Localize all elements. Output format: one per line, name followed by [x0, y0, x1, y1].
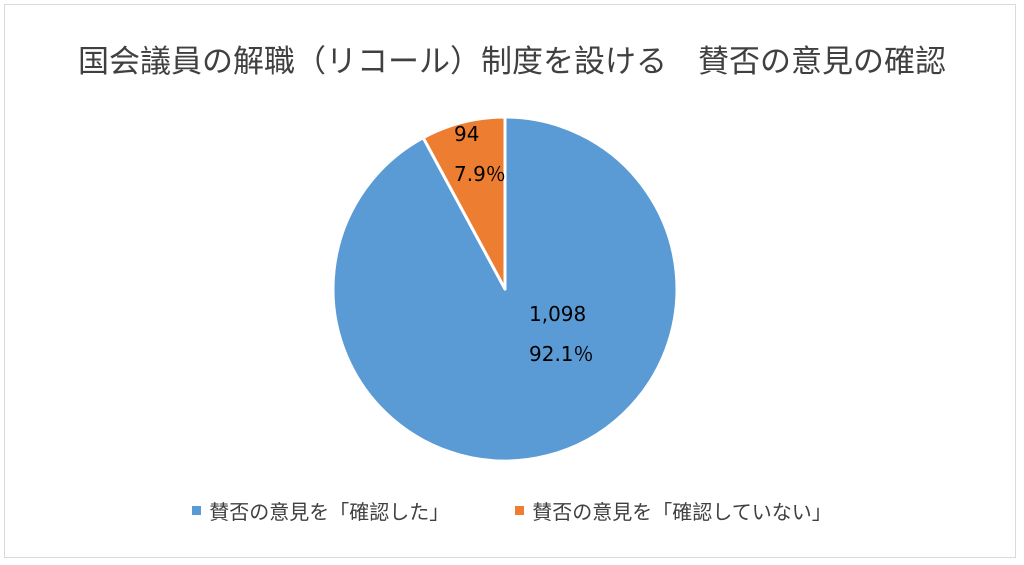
legend-swatch-confirmed	[192, 506, 202, 515]
data-label-value-not-confirmed: 94	[454, 122, 479, 146]
legend-swatch-not-confirmed	[515, 506, 525, 515]
legend: 賛否の意見を「確認した」 賛否の意見を「確認していない」	[0, 496, 1024, 525]
legend-label-confirmed: 賛否の意見を「確認した」	[209, 500, 450, 524]
legend-item-not-confirmed: 賛否の意見を「確認していない」	[515, 496, 832, 525]
data-label-percent-confirmed: 92.1％	[529, 342, 594, 366]
legend-item-confirmed: 賛否の意見を「確認した」	[192, 496, 449, 525]
data-label-percent-not-confirmed: 7.9％	[454, 162, 506, 186]
data-label-value-confirmed: 1,098	[529, 302, 586, 326]
chart-title: 国会議員の解職（リコール）制度を設ける 賛否の意見の確認	[78, 44, 946, 80]
pie-slice-not-confirmed	[421, 115, 507, 291]
legend-label-not-confirmed: 賛否の意見を「確認していない」	[532, 500, 832, 524]
